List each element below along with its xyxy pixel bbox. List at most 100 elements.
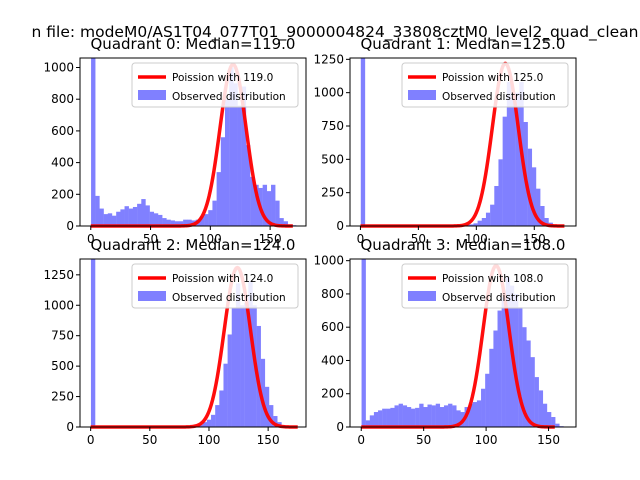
x-tick-label: 0 [357, 232, 365, 246]
legend-label-fit: Poission with 125.0 [442, 72, 543, 84]
legend-box [401, 62, 569, 108]
histogram-bar [481, 218, 487, 226]
histogram-bar [264, 386, 270, 427]
x-tick-label: 150 [257, 433, 280, 447]
histogram-bar [204, 214, 209, 226]
histogram-bar [215, 405, 220, 427]
quadrant-3-panel: 0 50 100 150 0 200 400 600 800 1000 Quadrant 3: Me… [313, 236, 577, 447]
legend-box [131, 263, 299, 309]
histogram-bar [427, 404, 432, 427]
y-tick-label: 750 [321, 119, 344, 133]
histogram-bar [452, 405, 457, 427]
histogram-bar [506, 82, 512, 226]
histogram-bar [485, 212, 491, 226]
histogram-bar [530, 357, 535, 427]
histogram-bar [145, 205, 150, 226]
histogram-bar [224, 99, 230, 226]
x-tick-label: 0 [357, 433, 365, 447]
histogram-bar [386, 408, 391, 427]
histogram-bar [245, 145, 251, 226]
y-tick-label: 1000 [313, 86, 344, 100]
histogram-bar [473, 223, 478, 226]
histogram-bar [538, 390, 544, 427]
x-tick-label: 50 [416, 433, 431, 447]
histogram-bar [260, 358, 266, 427]
y-tick-label: 400 [51, 156, 74, 170]
legend-bar-swatch [138, 291, 166, 301]
y-tick-label: 500 [321, 152, 344, 166]
histogram-bar [365, 420, 370, 427]
legend-label-observed: Observed distribution [172, 91, 286, 103]
histogram-bar [198, 424, 203, 427]
histogram-bar [269, 405, 274, 427]
histogram-bar [435, 403, 441, 427]
histogram-bar [229, 67, 234, 226]
axes-frame [349, 57, 577, 227]
histogram-bar [531, 167, 537, 226]
x-tick-label: 150 [259, 232, 282, 246]
panel-title: Quadrant 0: Median=119.0 [91, 35, 296, 53]
histogram-bar [546, 412, 552, 427]
histogram-bar [219, 390, 224, 427]
histogram-bar [220, 137, 226, 226]
histogram-bar [502, 116, 508, 226]
y-tick-label: 250 [321, 186, 344, 200]
y-tick-label: 1000 [43, 61, 74, 75]
histogram-bar [505, 277, 511, 427]
histogram-bar [273, 416, 278, 427]
histogram-bar [166, 219, 171, 226]
histogram-bar [555, 423, 560, 427]
histogram-bar [99, 208, 104, 226]
histogram-bar [231, 307, 237, 427]
histogram-bar [411, 408, 416, 427]
histogram-bar [443, 405, 449, 427]
histogram-bar [423, 407, 428, 427]
histogram-bar [398, 403, 403, 427]
legend-label-observed: Observed distribution [442, 292, 556, 304]
histogram-bar [534, 377, 539, 427]
histogram-bar [244, 302, 249, 427]
histogram-bar [419, 403, 424, 427]
y-tick-label: 0 [66, 219, 74, 233]
y-tick-label: 800 [51, 92, 74, 106]
histogram-bar [174, 221, 180, 226]
legend-label-observed: Observed distribution [172, 292, 286, 304]
histogram-bar [240, 305, 245, 427]
panel-title: Quadrant 3: Median=108.0 [361, 236, 566, 254]
y-tick-label: 0 [66, 420, 74, 434]
panel-title: Quadrant 1: Median=125.0 [361, 35, 566, 53]
legend-label-fit: Poission with 108.0 [442, 273, 543, 285]
histogram-bar [485, 373, 490, 427]
y-tick-label: 800 [321, 287, 344, 301]
histogram-bar [536, 188, 541, 226]
histogram-bar [402, 405, 408, 427]
y-tick-label: 600 [51, 124, 74, 138]
histogram-bar [170, 220, 175, 226]
histogram-bar [518, 307, 523, 427]
x-tick-label: 150 [537, 433, 560, 447]
histogram-bar [235, 283, 241, 427]
histogram-bar [468, 403, 473, 427]
histogram-bar [250, 176, 255, 226]
histogram-bar [111, 215, 117, 226]
histogram-bar [378, 410, 383, 427]
histogram-bar [141, 199, 146, 226]
y-tick-label: 1000 [43, 298, 74, 312]
legend-label-fit: Poission with 119.0 [172, 72, 273, 84]
histogram-bar [103, 214, 109, 226]
histogram-bar [233, 83, 238, 226]
y-tick-label: 0 [336, 219, 344, 233]
histogram-bar [439, 407, 445, 427]
histogram-bar [116, 211, 121, 226]
x-tick-label: 0 [87, 433, 95, 447]
histogram-bar [271, 184, 276, 226]
histogram-bar [394, 405, 399, 427]
histogram-bar [208, 210, 213, 226]
y-tick-label: 250 [51, 390, 74, 404]
histogram-bar [382, 408, 387, 427]
histogram-bar [107, 213, 113, 226]
histogram-bar [542, 403, 548, 427]
histogram-bar [494, 186, 499, 226]
y-tick-label: 200 [51, 187, 74, 201]
